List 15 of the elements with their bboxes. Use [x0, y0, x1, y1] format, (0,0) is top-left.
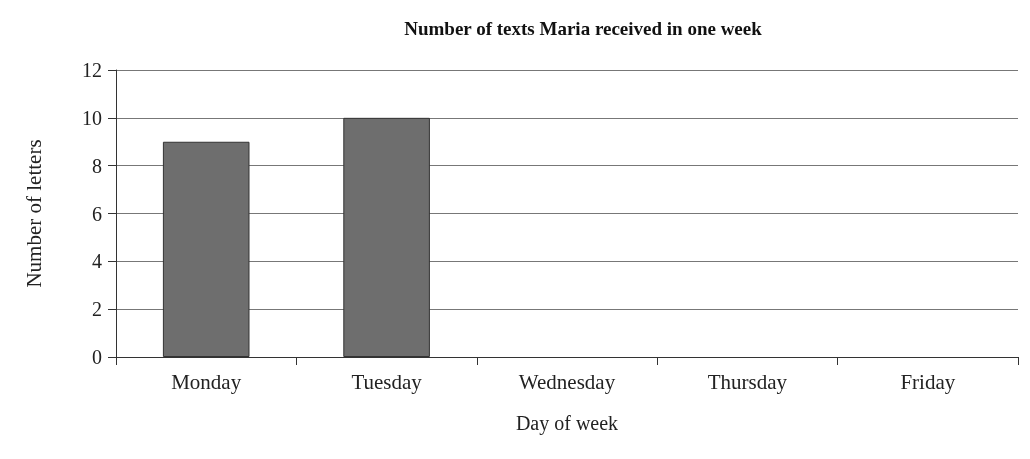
x-axis-title: Day of week	[515, 412, 619, 435]
x-tick-label: Monday	[171, 369, 242, 394]
y-tick-label: 4	[92, 250, 102, 273]
y-tick-label: 2	[92, 298, 102, 321]
y-tick-label: 12	[82, 59, 102, 81]
y-axis-title: Number of letters	[21, 139, 46, 288]
x-tick-label: Friday	[900, 369, 956, 394]
x-tick-label: Tuesday	[351, 369, 423, 394]
chart-title: Number of texts Maria received in one week	[404, 18, 763, 39]
y-tick-label: 6	[92, 202, 102, 225]
y-tick-label: 0	[92, 346, 102, 368]
x-tick-label: Wednesday	[518, 369, 616, 394]
y-tick-label: 8	[92, 154, 102, 177]
x-tick-label: Thursday	[707, 369, 788, 394]
y-tick-label: 10	[82, 106, 102, 129]
